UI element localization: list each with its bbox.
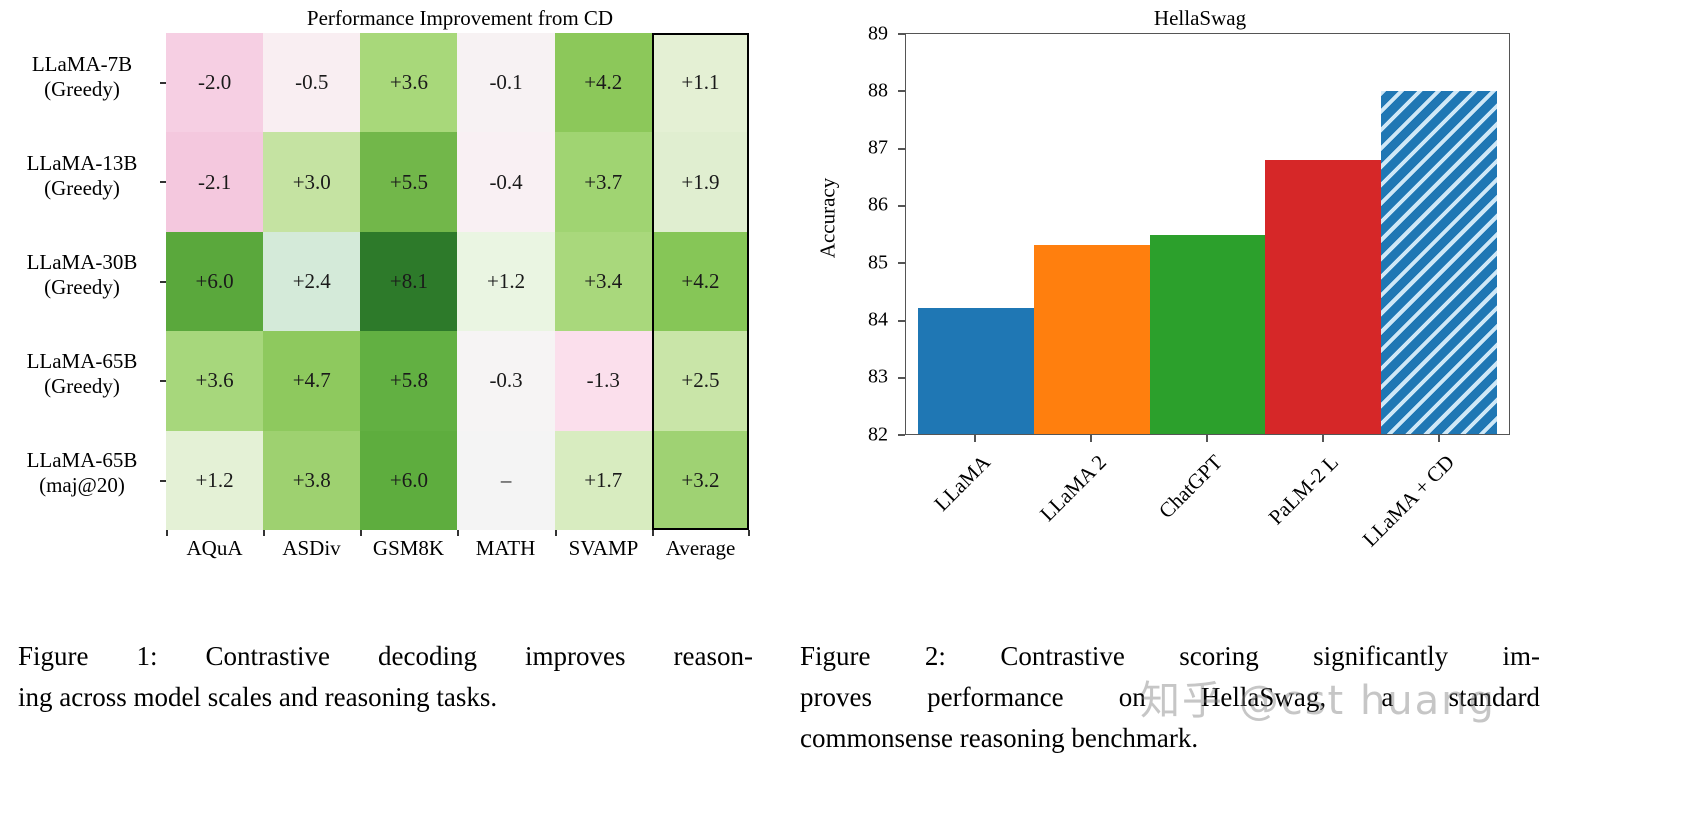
heatmap-col-label-aqua: AQuA bbox=[186, 536, 243, 560]
heatmap-cell: +1.1 bbox=[651, 33, 749, 133]
x-tick bbox=[1206, 435, 1208, 442]
heatmap-cell: -2.0 bbox=[166, 33, 264, 133]
heatmap-col-label-svamp: SVAMP bbox=[568, 536, 639, 560]
y-tick bbox=[898, 377, 905, 379]
heatmap-cell: +6.0 bbox=[360, 430, 458, 530]
y-tick-label: 84 bbox=[868, 308, 888, 331]
caption-line: proves performance on HellaSwag, a standard bbox=[800, 682, 1540, 712]
y-tick-label: 83 bbox=[868, 365, 888, 388]
heatmap-row-label-llama-65b-maj: LLaMA-65B (maj@20) bbox=[26, 448, 138, 497]
bar-llama-2 bbox=[1033, 245, 1150, 434]
x-tick bbox=[1438, 435, 1440, 442]
x-tick-label-llama: LLaMA bbox=[929, 450, 995, 516]
heatmap-col-tick bbox=[360, 530, 362, 536]
heatmap-cell: +8.1 bbox=[360, 231, 458, 332]
heatmap-col-tick bbox=[457, 530, 459, 536]
x-tick-label-palm-2-l: PaLM-2 L bbox=[1263, 450, 1343, 530]
heatmap-row-label-llama-65b-greedy: LLaMA-65B (Greedy) bbox=[26, 349, 138, 398]
heatmap-row-tick bbox=[160, 380, 166, 382]
bar-llama bbox=[918, 308, 1034, 434]
y-tick bbox=[898, 262, 905, 264]
heatmap-col-tick bbox=[166, 530, 168, 536]
heatmap-cell: -0.1 bbox=[457, 33, 555, 133]
heatmap-col-tick bbox=[263, 530, 265, 536]
heatmap-cell: +1.7 bbox=[554, 430, 652, 530]
heatmap-cell: +3.8 bbox=[263, 430, 361, 530]
heatmap-col-label-gsm8k: GSM8K bbox=[372, 536, 445, 560]
heatmap-col-tick bbox=[748, 530, 750, 536]
heatmap-cell: +1.2 bbox=[166, 430, 264, 530]
bar-chart-title: HellaSwag bbox=[1153, 6, 1247, 30]
heatmap-cell: -2.1 bbox=[166, 132, 264, 232]
heatmap-grid: -2.0 -0.5 +3.6 -0.1 +4.2 +1.1 -2.1 +3.0 … bbox=[166, 33, 749, 530]
heatmap-cell: – bbox=[457, 430, 555, 530]
heatmap-title: Performance Improvement from CD bbox=[306, 6, 614, 30]
x-tick bbox=[1090, 435, 1092, 442]
heatmap-row-tick bbox=[160, 281, 166, 283]
x-tick-label-llama-cd: LLaMA + CD bbox=[1357, 450, 1459, 552]
heatmap-cell: +3.6 bbox=[360, 33, 458, 133]
figure-2-caption: Figure 2: Contrastive scoring significantly i… bbox=[800, 636, 1540, 759]
x-tick bbox=[1322, 435, 1324, 442]
bar-palm-2-l bbox=[1265, 159, 1382, 434]
y-tick-label: 85 bbox=[868, 251, 888, 274]
y-tick bbox=[898, 205, 905, 207]
y-tick bbox=[898, 33, 905, 35]
heatmap-cell: -0.4 bbox=[457, 132, 555, 232]
heatmap-row-tick bbox=[160, 181, 166, 183]
heatmap-cell: +5.5 bbox=[360, 132, 458, 232]
heatmap-col-label-asdiv: ASDiv bbox=[282, 536, 341, 560]
x-tick bbox=[974, 435, 976, 442]
bar-llama-cd bbox=[1381, 91, 1497, 434]
heatmap-cell: +2.5 bbox=[651, 331, 749, 431]
y-tick bbox=[898, 320, 905, 322]
figure-1-caption: Figure 1: Contrastive decoding improves reaso… bbox=[18, 636, 753, 718]
caption-line: ing across model scales and reasoning ta… bbox=[18, 682, 498, 712]
heatmap-cell: +1.2 bbox=[457, 231, 555, 332]
x-tick-label-llama-2: LLaMA 2 bbox=[1035, 450, 1111, 526]
heatmap-row-tick bbox=[160, 82, 166, 84]
bar-series bbox=[906, 34, 1509, 434]
heatmap-cell: +3.2 bbox=[651, 430, 749, 530]
heatmap-col-label-average: Average bbox=[665, 536, 736, 560]
figure-2-bar-chart: HellaSwag Accuracy 82 83 84 85 86 87 88 … bbox=[815, 6, 1510, 552]
heatmap-row-label-llama-13b: LLaMA-13B (Greedy) bbox=[26, 151, 138, 200]
heatmap-cell: +4.2 bbox=[554, 33, 652, 133]
bar-chart-plot-area bbox=[905, 33, 1510, 435]
bar-chatgpt bbox=[1149, 235, 1266, 434]
heatmap-col-label-math: MATH bbox=[475, 536, 536, 560]
heatmap-col-tick bbox=[555, 530, 557, 536]
heatmap-cell: +4.2 bbox=[651, 231, 749, 332]
heatmap-cell: +3.0 bbox=[263, 132, 361, 232]
heatmap-cell: +6.0 bbox=[166, 231, 264, 332]
heatmap-row-tick bbox=[160, 480, 166, 482]
y-tick bbox=[898, 90, 905, 92]
heatmap-col-tick bbox=[652, 530, 654, 536]
caption-line: commonsense reasoning benchmark. bbox=[800, 723, 1199, 753]
figure-1-heatmap: Performance Improvement from CD LLaMA-7B… bbox=[0, 0, 790, 600]
heatmap-cell: +3.6 bbox=[166, 331, 264, 431]
y-tick-label: 82 bbox=[868, 423, 888, 446]
caption-line: Figure 1: Contrastive decoding improves reaso… bbox=[18, 641, 753, 671]
heatmap-cell: +4.7 bbox=[263, 331, 361, 431]
bar-chart-y-axis-label: Accuracy bbox=[815, 177, 840, 259]
y-tick bbox=[898, 148, 905, 150]
heatmap-cell: +2.4 bbox=[263, 231, 361, 332]
y-tick bbox=[898, 434, 905, 436]
heatmap-cell: +1.9 bbox=[651, 132, 749, 232]
heatmap-row-label-llama-30b: LLaMA-30B (Greedy) bbox=[26, 250, 138, 299]
caption-line: Figure 2: Contrastive scoring significantly i… bbox=[800, 641, 1540, 671]
x-tick-label-chatgpt: ChatGPT bbox=[1153, 450, 1227, 524]
heatmap-cell: -0.5 bbox=[263, 33, 361, 133]
heatmap-row-label-llama-7b: LLaMA-7B (Greedy) bbox=[31, 52, 133, 101]
y-tick-label: 88 bbox=[868, 79, 888, 102]
y-tick-label: 89 bbox=[868, 22, 888, 45]
heatmap-cell: +5.8 bbox=[360, 331, 458, 431]
heatmap-cell: +3.4 bbox=[554, 231, 652, 332]
y-tick-label: 87 bbox=[868, 136, 888, 159]
y-tick-label: 86 bbox=[868, 193, 888, 216]
heatmap-cell: -0.3 bbox=[457, 331, 555, 431]
heatmap-cell: -1.3 bbox=[554, 331, 652, 431]
heatmap-cell: +3.7 bbox=[554, 132, 652, 232]
